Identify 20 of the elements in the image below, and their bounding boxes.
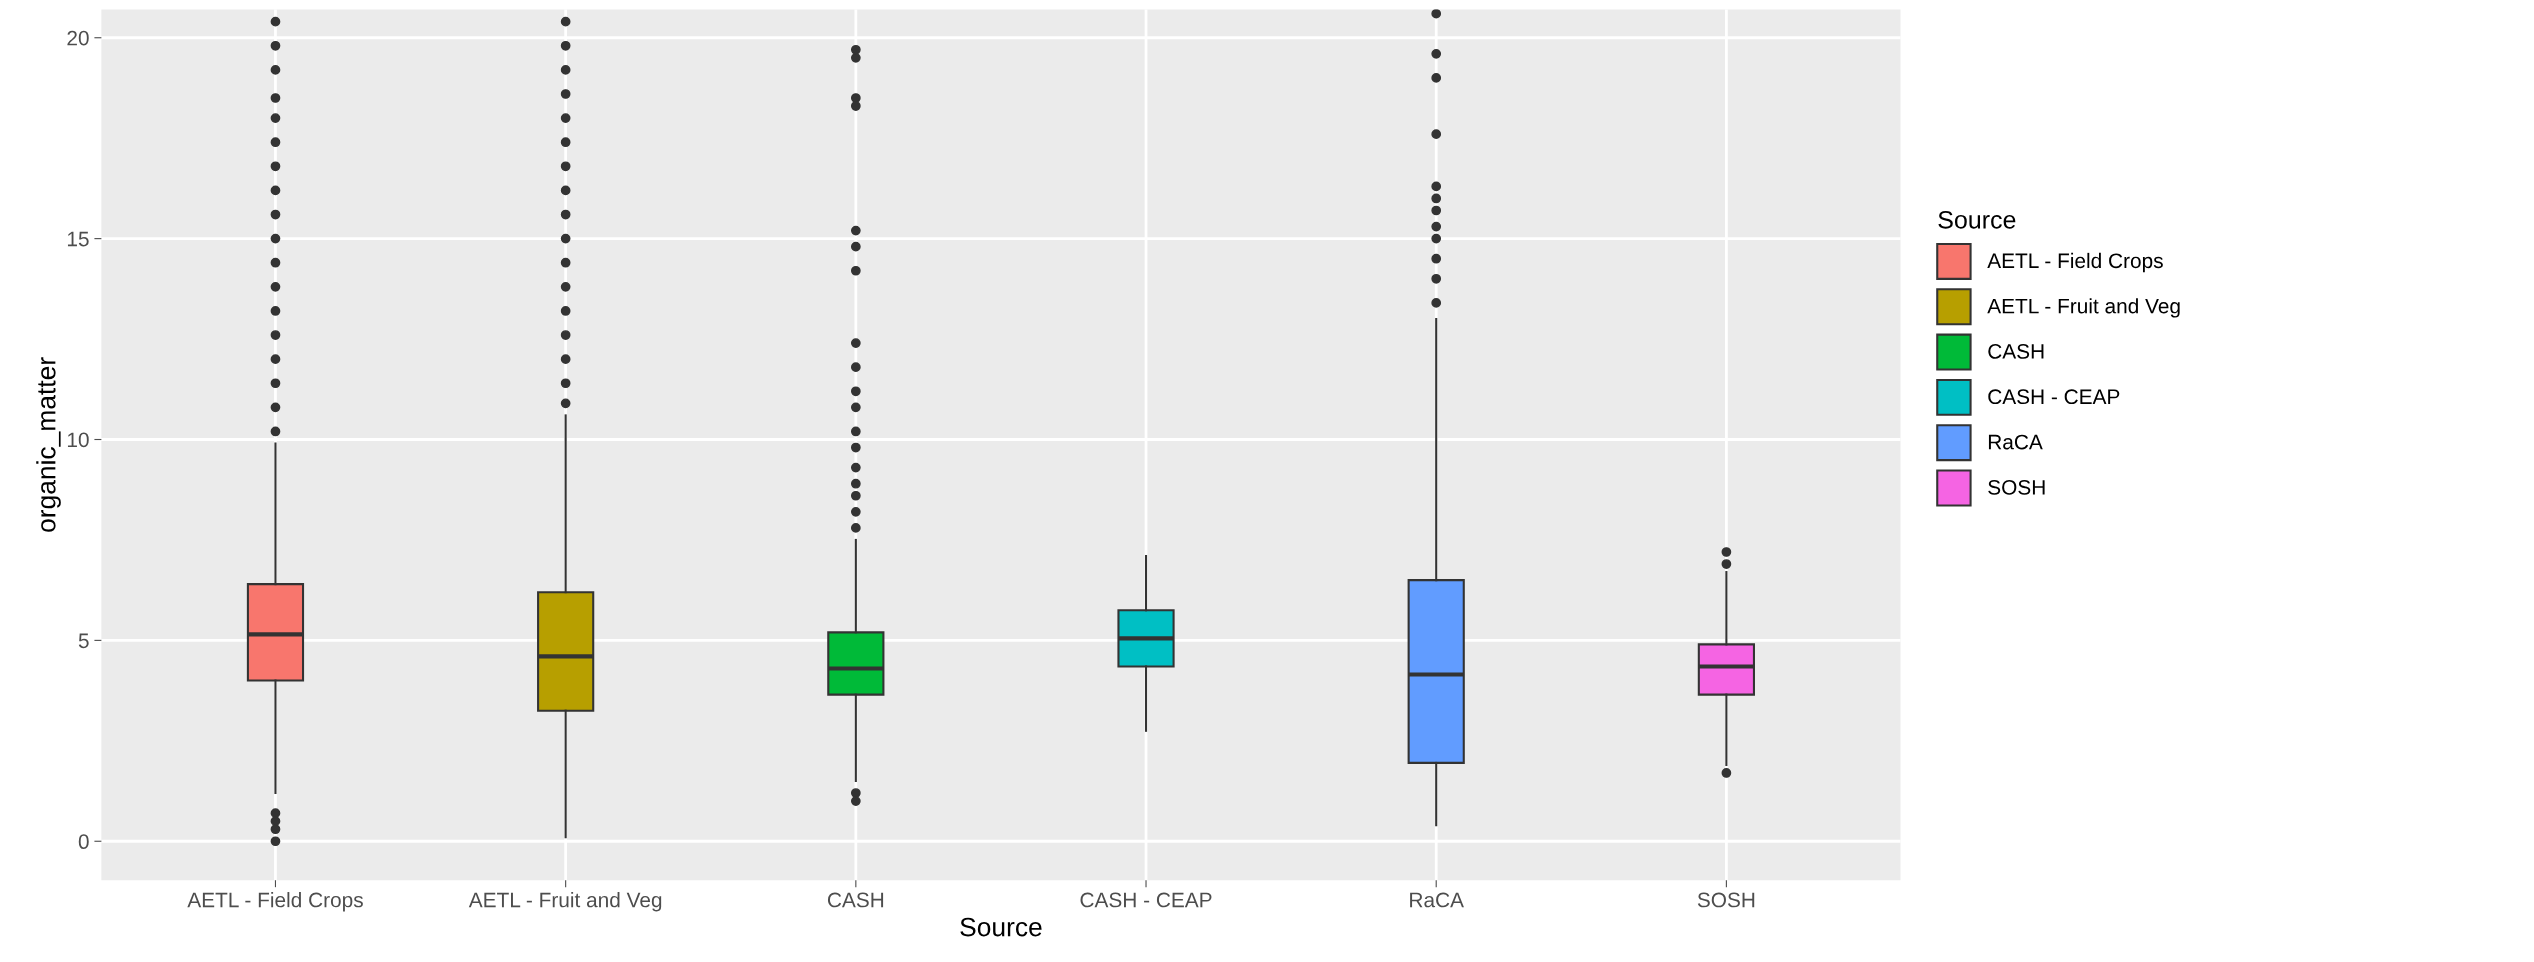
- legend-label: AETL - Fruit and Veg: [1987, 298, 2180, 318]
- y-tick-label: 20: [67, 30, 89, 46]
- legend-label: CASH - CEAP: [1988, 389, 2120, 405]
- x-tick-label: CASH - CEAP: [1080, 892, 1212, 908]
- legend-label: SOSH: [1988, 479, 2045, 495]
- y-tick-label: 5: [78, 633, 89, 649]
- legend-label: AETL - Field Crops: [1987, 252, 2163, 273]
- legend-title: Source: [1938, 210, 2016, 229]
- x-tick-label: AETL - Field Crops: [187, 892, 363, 912]
- y-tick-label: 10: [67, 432, 89, 448]
- x-tick-label: RaCA: [1410, 892, 1464, 908]
- y-tick-label: 0: [78, 834, 89, 850]
- y-tick-label: 15: [67, 231, 89, 247]
- legend-label: RaCA: [1988, 434, 2043, 450]
- x-axis-title: Source: [960, 917, 1042, 937]
- legend-label: CASH: [1988, 344, 2044, 359]
- x-tick-label: CASH: [827, 892, 884, 908]
- x-tick-label: SOSH: [1697, 892, 1755, 908]
- x-tick-label: AETL - Fruit and Veg: [468, 892, 662, 912]
- y-axis-title: organic_matter: [36, 357, 61, 532]
